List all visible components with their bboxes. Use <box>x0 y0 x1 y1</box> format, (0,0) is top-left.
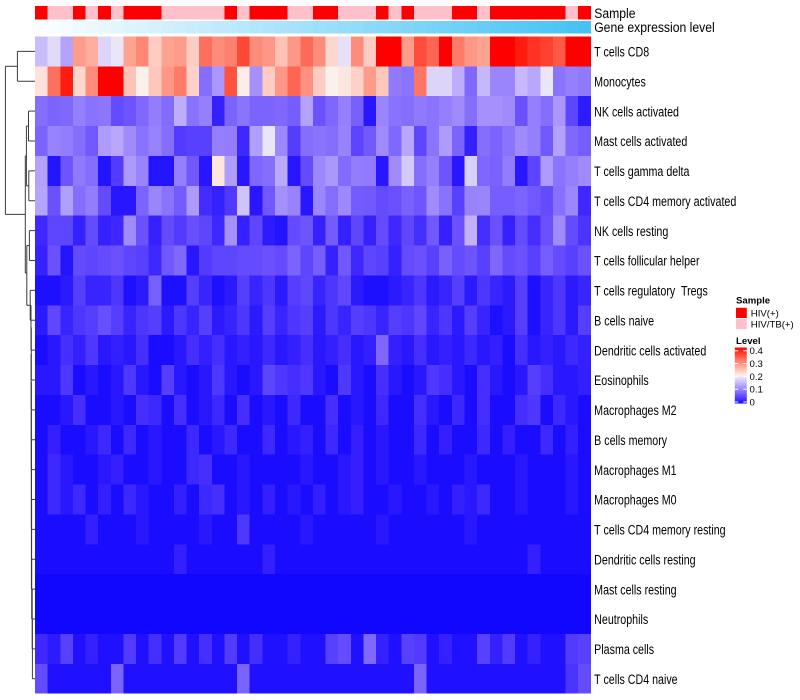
svg-text:NK cells activated: NK cells activated <box>594 104 679 120</box>
svg-text:0.1: 0.1 <box>750 385 763 396</box>
svg-text:0.3: 0.3 <box>750 359 763 370</box>
svg-text:T cells CD8: T cells CD8 <box>594 44 649 60</box>
svg-text:T cells CD4 memory resting: T cells CD4 memory resting <box>594 522 726 538</box>
svg-text:Mast cells activated: Mast cells activated <box>594 134 687 150</box>
svg-text:Sample: Sample <box>594 5 635 21</box>
svg-text:T cells follicular helper: T cells follicular helper <box>594 253 699 269</box>
svg-text:HIV/TB(+): HIV/TB(+) <box>751 320 794 331</box>
svg-text:Macrophages M0: Macrophages M0 <box>594 492 677 508</box>
svg-text:Dendritic cells resting: Dendritic cells resting <box>594 552 696 568</box>
svg-text:Dendritic cells activated: Dendritic cells activated <box>594 343 706 359</box>
svg-text:Macrophages M1: Macrophages M1 <box>594 463 677 479</box>
svg-text:Plasma cells: Plasma cells <box>594 642 654 658</box>
svg-text:0.4: 0.4 <box>750 346 764 357</box>
svg-text:Macrophages M2: Macrophages M2 <box>594 403 677 419</box>
svg-text:Eosinophils: Eosinophils <box>594 373 649 389</box>
svg-text:Mast cells resting: Mast cells resting <box>594 582 677 598</box>
svg-text:Monocytes: Monocytes <box>594 74 646 90</box>
svg-text:Gene expression level: Gene expression level <box>594 20 715 36</box>
svg-text:Level: Level <box>736 336 761 347</box>
svg-text:T cells CD4 naive: T cells CD4 naive <box>594 672 678 688</box>
svg-text:B cells memory: B cells memory <box>594 433 668 449</box>
svg-text:0: 0 <box>750 397 755 408</box>
svg-text:HIV(+): HIV(+) <box>751 308 779 319</box>
svg-text:T cells CD4 memory activated: T cells CD4 memory activated <box>594 194 736 210</box>
svg-text:0.2: 0.2 <box>750 372 763 383</box>
svg-text:T cells regulatory Tregs: T cells regulatory Tregs <box>594 283 708 299</box>
svg-text:B cells naive: B cells naive <box>594 313 654 329</box>
svg-text:NK cells resting: NK cells resting <box>594 224 668 240</box>
svg-text:Neutrophils: Neutrophils <box>594 612 648 628</box>
svg-text:Sample: Sample <box>736 296 770 307</box>
svg-text:T cells gamma delta: T cells gamma delta <box>594 164 689 180</box>
